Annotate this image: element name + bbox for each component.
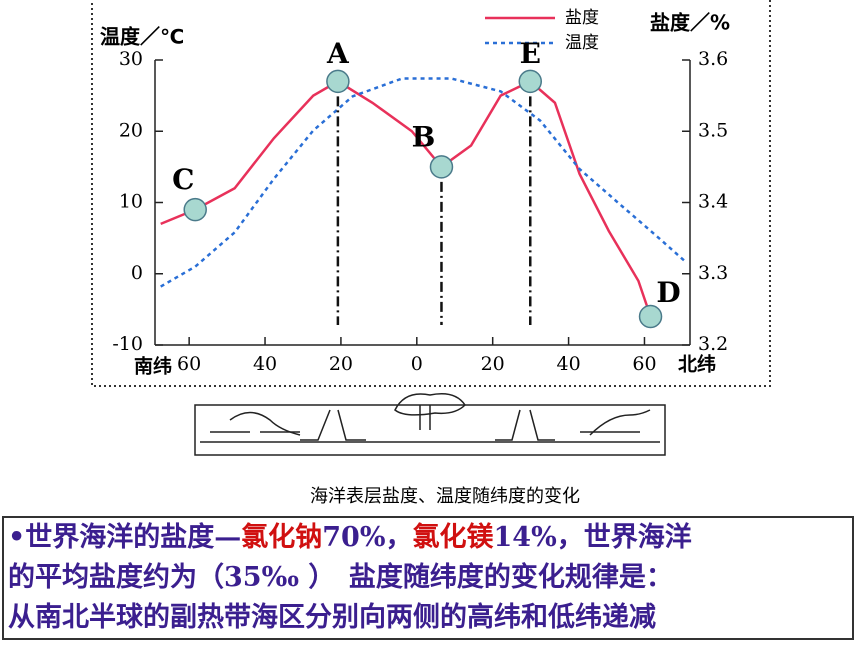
key-point-label: E [520, 37, 541, 70]
y-axis-title: 温度／℃ [100, 25, 184, 49]
x-right-label: 北纬 [678, 353, 716, 376]
text-run: 14%，世界海洋 [493, 522, 692, 553]
text-run: •世界海洋的盐度— [8, 522, 242, 553]
y-tick-label: -10 [112, 333, 143, 355]
y2-tick-label: 3.5 [698, 119, 728, 141]
frame [91, 0, 771, 387]
key-point [638, 304, 663, 329]
key-point-label: B [412, 120, 436, 153]
x-tick-label: 40 [253, 353, 277, 375]
convection-diagram [194, 393, 666, 456]
key-point-label: A [326, 37, 350, 70]
y-tick-label: 30 [119, 48, 143, 70]
key-point [183, 197, 207, 222]
key-point [326, 69, 350, 94]
text-box: •世界海洋的盐度—氯化钠70%，氯化镁14%，世界海洋的平均盐度约为（35‰ ）… [2, 516, 854, 640]
key-point [429, 155, 454, 179]
key-point [518, 69, 543, 94]
text-line: 的平均盐度约为（35‰ ） 盐度随纬度的变化规律是： [8, 558, 852, 598]
x-tick-label: 20 [329, 353, 353, 375]
y2-tick-label: 3.2 [698, 333, 728, 355]
text-run: 氯化镁 [412, 522, 494, 553]
text-line: 从南北半球的副热带海区分别向两侧的高纬和低纬递减 [8, 598, 852, 638]
y2-axis-title: 盐度／% [650, 11, 730, 35]
series-line [160, 79, 652, 317]
caption: 海洋表层盐度、温度随纬度的变化 [310, 486, 580, 507]
key-point-label: C [172, 163, 194, 196]
legend-label: 温度 [565, 33, 599, 53]
legend-label: 盐度 [565, 8, 599, 28]
x-tick-label: 0 [411, 353, 423, 375]
y2-tick-label: 3.3 [698, 262, 728, 284]
text-run: 从南北半球的副热带海区分别向两侧的高纬和低纬递减 [8, 602, 656, 633]
x-tick-label: 20 [481, 353, 505, 375]
y-tick-label: 10 [119, 191, 143, 213]
x-tick-label: 60 [632, 353, 656, 375]
text-line: •世界海洋的盐度—氯化钠70%，氯化镁14%，世界海洋 [8, 518, 852, 558]
text-run: 氯化钠 [241, 522, 323, 553]
x-tick-label: 40 [556, 353, 580, 375]
y-tick-label: 20 [119, 119, 143, 141]
key-point-label: D [656, 276, 680, 309]
x-tick-label: 60 [177, 353, 201, 375]
y2-tick-label: 3.4 [698, 191, 728, 213]
text-run: 的平均盐度约为（35‰ ） 盐度随纬度的变化规律是： [8, 562, 673, 593]
text-run: 70%， [322, 522, 413, 553]
x-left-label: 南纬 [134, 355, 172, 378]
chart: 海洋表层盐度、温度随纬度的变化 -10 0 10 20 30 3.2 3.3 3.4 3.5 3.… [91, 0, 771, 507]
y2-tick-label: 3.6 [698, 48, 728, 70]
y-tick-label: 0 [131, 262, 143, 284]
